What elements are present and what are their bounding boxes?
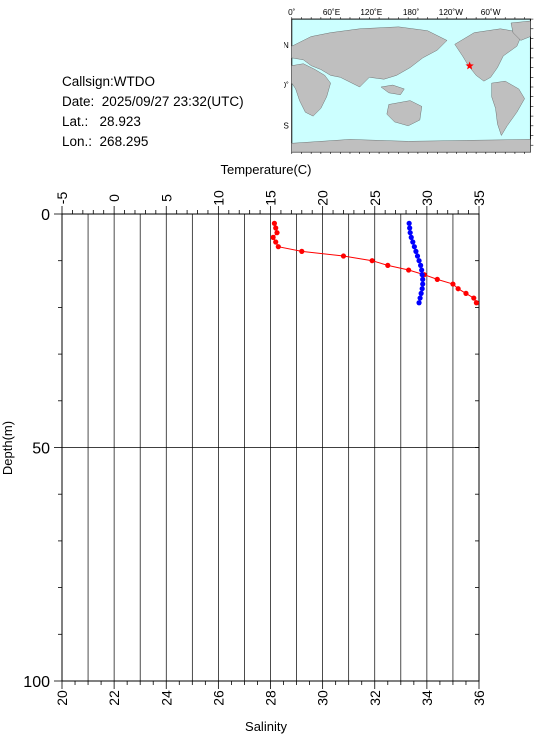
grid (62, 214, 479, 681)
temperature-tick-label: 0 (106, 194, 122, 202)
lat-row: Lat.: 28.923 (62, 112, 244, 132)
salinity-tick-label: 22 (106, 690, 122, 706)
series-point (463, 290, 469, 296)
series-point (299, 248, 305, 254)
salinity-tick-label: 36 (471, 690, 487, 706)
series-point (408, 234, 414, 240)
map-lat-label: 0˚ (284, 80, 289, 90)
series-point (271, 220, 278, 226)
series-point (407, 230, 413, 236)
map-lon-label: 60˚E (323, 7, 341, 17)
series-point (410, 239, 416, 245)
salinity-tick-label: 34 (419, 690, 435, 706)
series-point (420, 276, 426, 282)
salinity-tick-label: 32 (367, 690, 383, 706)
temperature-tick-label: 20 (315, 190, 331, 206)
salinity-tick-label: 24 (158, 690, 174, 706)
series-point (406, 220, 412, 226)
series-point (473, 300, 479, 306)
map-marker (465, 61, 474, 70)
salinity-tick-label: 26 (210, 690, 226, 706)
series-point (420, 281, 426, 287)
map-lon-label: 120˚E (360, 7, 382, 17)
series-point (273, 239, 279, 245)
depth-tick-label: 0 (41, 207, 50, 224)
salinity-tick-label: 30 (315, 690, 331, 706)
temperature-tick-label: 10 (210, 190, 226, 206)
series-point (417, 295, 423, 301)
station-info: Callsign:WTDO Date: 2025/09/27 23:32(UTC… (62, 72, 244, 152)
series-point (275, 244, 281, 250)
lat-label: Lat.: (62, 114, 89, 129)
series-point (471, 295, 477, 301)
series-layer (270, 220, 479, 306)
map-lon-label: 120˚W (439, 7, 463, 17)
depth-axis-label: Depth(m) (0, 421, 15, 475)
series-point (419, 272, 425, 278)
date-row: Date: 2025/09/27 23:32(UTC) (62, 92, 244, 112)
series-point (418, 290, 424, 296)
series-point (274, 230, 280, 236)
series-point (369, 258, 375, 264)
map-lon-label: 180˚ (403, 7, 420, 17)
series-point (419, 286, 425, 292)
series-point (270, 234, 276, 240)
series-point (411, 244, 417, 250)
temperature-axis-label: Temperature(C) (220, 162, 311, 177)
salinity-tick-label: 20 (54, 690, 70, 706)
map-lat-label: 60˚S (284, 121, 289, 131)
temperature-tick-label: -5 (54, 192, 70, 205)
salinity-axis-label: Salinity (245, 719, 287, 734)
series-point (419, 267, 425, 273)
lon-row: Lon.: 268.295 (62, 132, 244, 152)
series-point (385, 262, 391, 268)
series-point (407, 225, 413, 231)
lat-value: 28.923 (99, 114, 141, 129)
series-point (273, 225, 279, 231)
series-point (416, 300, 422, 306)
temperature-tick-label: 35 (471, 190, 487, 206)
map-lat-label: 60˚N (284, 40, 289, 50)
location-map: 0˚ 60˚E 120˚E 180˚ 120˚W 60˚W 60˚N 0˚ 60˚S (284, 7, 534, 154)
map-lon-labels: 0˚ 60˚E 120˚E 180˚ 120˚W 60˚W (288, 7, 501, 17)
series-point (416, 258, 422, 264)
lon-label: Lon.: (62, 134, 93, 149)
series-point (455, 286, 461, 292)
map-marker-star (465, 61, 474, 70)
map-lon-label: 60˚W (481, 7, 501, 17)
date-label: Date: (62, 94, 95, 109)
salinity-ticks: 20 22 24 26 28 30 32 34 36 (54, 681, 487, 706)
series-point (340, 253, 347, 259)
temperature-tick-label: 5 (158, 194, 174, 202)
depth-ticks: 0 50 100 (23, 207, 479, 691)
map-lon-label: 0˚ (288, 7, 296, 17)
callsign-text: Callsign:WTDO (62, 74, 156, 89)
series-point (406, 267, 412, 273)
depth-tick-label: 100 (23, 674, 50, 691)
series-point (413, 248, 419, 254)
series-point (418, 262, 424, 268)
series-point (414, 253, 421, 259)
lon-value: 268.295 (99, 134, 149, 149)
temperature-tick-label: 15 (263, 190, 279, 206)
date-value: 2025/09/27 23:32(UTC) (101, 94, 244, 109)
series-point (450, 281, 456, 287)
depth-tick-label: 50 (32, 441, 50, 458)
temperature-tick-label: 25 (367, 190, 383, 206)
series-point (434, 276, 440, 282)
temperature-tick-label: 30 (419, 190, 435, 206)
salinity-tick-label: 28 (263, 690, 279, 706)
temperature-ticks: -5 0 5 10 15 20 25 30 35 (54, 190, 487, 214)
